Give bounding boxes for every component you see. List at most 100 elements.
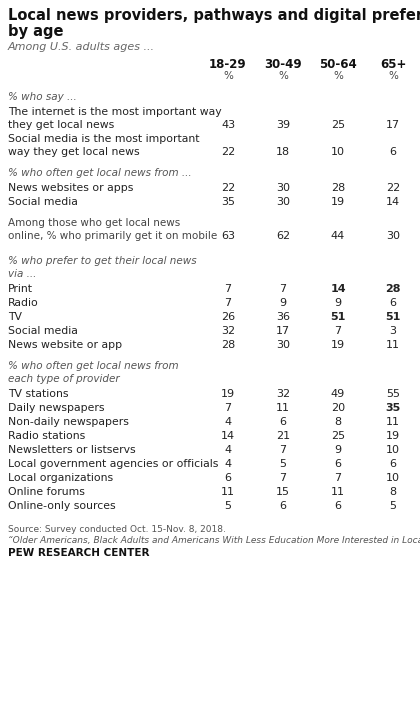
Text: 30: 30 — [276, 197, 290, 207]
Text: %: % — [278, 71, 288, 81]
Text: 3: 3 — [389, 326, 396, 336]
Text: 28: 28 — [221, 340, 235, 350]
Text: 19: 19 — [331, 340, 345, 350]
Text: 14: 14 — [386, 197, 400, 207]
Text: 28: 28 — [385, 284, 401, 294]
Text: online, % who primarily get it on mobile: online, % who primarily get it on mobile — [8, 231, 217, 241]
Text: 32: 32 — [221, 326, 235, 336]
Text: 7: 7 — [224, 284, 231, 294]
Text: 8: 8 — [389, 487, 396, 497]
Text: 5: 5 — [279, 459, 286, 469]
Text: 4: 4 — [224, 445, 231, 455]
Text: %: % — [388, 71, 398, 81]
Text: 26: 26 — [221, 312, 235, 322]
Text: Source: Survey conducted Oct. 15-Nov. 8, 2018.: Source: Survey conducted Oct. 15-Nov. 8,… — [8, 525, 226, 534]
Text: 10: 10 — [386, 473, 400, 483]
Text: News website or app: News website or app — [8, 340, 122, 350]
Text: 11: 11 — [276, 403, 290, 413]
Text: 6: 6 — [225, 473, 231, 483]
Text: Social media: Social media — [8, 326, 78, 336]
Text: Radio: Radio — [8, 298, 39, 308]
Text: 19: 19 — [386, 431, 400, 441]
Text: 7: 7 — [334, 326, 341, 336]
Text: % who prefer to get their local news: % who prefer to get their local news — [8, 256, 197, 266]
Text: 32: 32 — [276, 389, 290, 399]
Text: 8: 8 — [334, 417, 341, 427]
Text: 7: 7 — [279, 445, 286, 455]
Text: 63: 63 — [221, 231, 235, 241]
Text: Among those who get local news: Among those who get local news — [8, 218, 180, 228]
Text: 5: 5 — [225, 501, 231, 511]
Text: 11: 11 — [386, 340, 400, 350]
Text: News websites or apps: News websites or apps — [8, 183, 134, 193]
Text: Local organizations: Local organizations — [8, 473, 113, 483]
Text: Local news providers, pathways and digital preferences,: Local news providers, pathways and digit… — [8, 8, 420, 23]
Text: Social media is the most important: Social media is the most important — [8, 134, 199, 144]
Text: 6: 6 — [279, 417, 286, 427]
Text: 7: 7 — [224, 298, 231, 308]
Text: 7: 7 — [334, 473, 341, 483]
Text: 19: 19 — [331, 197, 345, 207]
Text: 6: 6 — [389, 298, 396, 308]
Text: %: % — [333, 71, 343, 81]
Text: % who say ...: % who say ... — [8, 92, 77, 102]
Text: 51: 51 — [330, 312, 346, 322]
Text: way they get local news: way they get local news — [8, 147, 139, 157]
Text: 11: 11 — [221, 487, 235, 497]
Text: 10: 10 — [386, 445, 400, 455]
Text: 19: 19 — [221, 389, 235, 399]
Text: 22: 22 — [221, 147, 235, 157]
Text: 44: 44 — [331, 231, 345, 241]
Text: TV: TV — [8, 312, 22, 322]
Text: Social media: Social media — [8, 197, 78, 207]
Text: % who often get local news from ...: % who often get local news from ... — [8, 168, 192, 178]
Text: 36: 36 — [276, 312, 290, 322]
Text: 62: 62 — [276, 231, 290, 241]
Text: 15: 15 — [276, 487, 290, 497]
Text: 18-29: 18-29 — [209, 58, 247, 71]
Text: 22: 22 — [221, 183, 235, 193]
Text: 5: 5 — [389, 501, 396, 511]
Text: 39: 39 — [276, 120, 290, 130]
Text: Radio stations: Radio stations — [8, 431, 85, 441]
Text: 14: 14 — [221, 431, 235, 441]
Text: Online forums: Online forums — [8, 487, 85, 497]
Text: 7: 7 — [224, 403, 231, 413]
Text: 9: 9 — [279, 298, 286, 308]
Text: 11: 11 — [386, 417, 400, 427]
Text: Non-daily newspapers: Non-daily newspapers — [8, 417, 129, 427]
Text: 11: 11 — [331, 487, 345, 497]
Text: 35: 35 — [221, 197, 235, 207]
Text: Daily newspapers: Daily newspapers — [8, 403, 105, 413]
Text: 9: 9 — [334, 445, 341, 455]
Text: Newsletters or listservs: Newsletters or listservs — [8, 445, 136, 455]
Text: 49: 49 — [331, 389, 345, 399]
Text: 6: 6 — [334, 459, 341, 469]
Text: Print: Print — [8, 284, 33, 294]
Text: PEW RESEARCH CENTER: PEW RESEARCH CENTER — [8, 548, 150, 558]
Text: 50-64: 50-64 — [319, 58, 357, 71]
Text: 18: 18 — [276, 147, 290, 157]
Text: 30: 30 — [276, 183, 290, 193]
Text: 30: 30 — [386, 231, 400, 241]
Text: 7: 7 — [279, 284, 286, 294]
Text: 30: 30 — [276, 340, 290, 350]
Text: 25: 25 — [331, 120, 345, 130]
Text: 28: 28 — [331, 183, 345, 193]
Text: 6: 6 — [389, 147, 396, 157]
Text: % who often get local news from: % who often get local news from — [8, 361, 178, 371]
Text: 7: 7 — [279, 473, 286, 483]
Text: 6: 6 — [334, 501, 341, 511]
Text: Online-only sources: Online-only sources — [8, 501, 116, 511]
Text: each type of provider: each type of provider — [8, 374, 120, 384]
Text: 14: 14 — [330, 284, 346, 294]
Text: 4: 4 — [224, 417, 231, 427]
Text: 10: 10 — [331, 147, 345, 157]
Text: 6: 6 — [389, 459, 396, 469]
Text: Local government agencies or officials: Local government agencies or officials — [8, 459, 218, 469]
Text: 17: 17 — [386, 120, 400, 130]
Text: 35: 35 — [386, 403, 401, 413]
Text: 6: 6 — [279, 501, 286, 511]
Text: %: % — [223, 71, 233, 81]
Text: 22: 22 — [386, 183, 400, 193]
